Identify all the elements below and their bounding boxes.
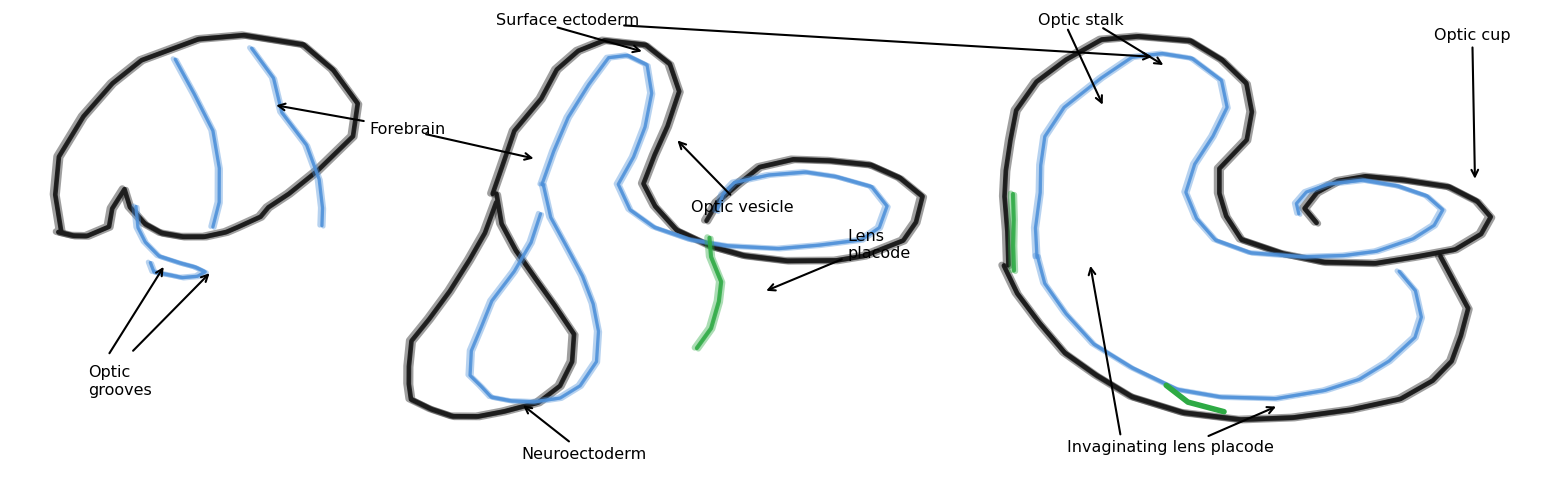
Text: Forebrain: Forebrain bbox=[278, 105, 445, 137]
Text: Neuroectoderm: Neuroectoderm bbox=[521, 407, 647, 461]
Text: Optic stalk: Optic stalk bbox=[1038, 14, 1124, 29]
Text: Surface ectoderm: Surface ectoderm bbox=[495, 14, 639, 29]
Text: Optic
grooves: Optic grooves bbox=[88, 364, 152, 397]
Text: Optic vesicle: Optic vesicle bbox=[680, 143, 793, 215]
Text: Optic cup: Optic cup bbox=[1434, 28, 1510, 177]
Text: Lens
placode: Lens placode bbox=[768, 228, 911, 291]
Text: Invaginating lens placode: Invaginating lens placode bbox=[1066, 439, 1274, 454]
